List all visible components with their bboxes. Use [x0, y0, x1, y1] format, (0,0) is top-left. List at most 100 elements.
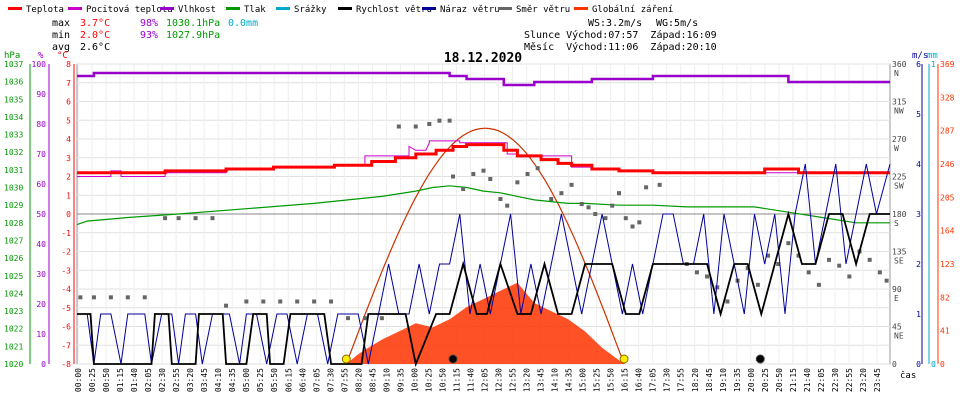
celsius-tick: 4 [66, 135, 71, 144]
wind-gust-line [77, 163, 891, 365]
time-tick: 13:45 [537, 368, 546, 392]
time-tick: 09:10 [382, 368, 391, 392]
celsius-tick: 0 [66, 210, 71, 219]
time-tick: 11:40 [466, 368, 475, 392]
wind-direction-point [745, 266, 750, 271]
hpa-tick: 1032 [4, 148, 23, 157]
hpa-tick: 1024 [4, 289, 23, 298]
wind-direction-point [244, 299, 249, 304]
time-tick: 20:50 [775, 368, 784, 392]
time-tick: 15:00 [579, 368, 588, 392]
stat-avg-label: avg [52, 42, 70, 53]
time-tick: 23:20 [859, 368, 868, 392]
radiation-tick: 123 [940, 260, 955, 269]
time-tick: 18:45 [705, 368, 714, 392]
radiation-tick: 41 [940, 327, 950, 336]
radiation-tick: 246 [940, 160, 955, 169]
wind-direction-point [694, 270, 699, 275]
wind-direction-point [427, 122, 432, 126]
time-tick: 19:10 [719, 368, 728, 392]
direction-tick-compass: SE [894, 257, 904, 266]
celsius-tick: -4 [61, 285, 71, 294]
stat-max-label: max [52, 18, 70, 29]
stat-min-press: 1027.9hPa [166, 30, 220, 41]
stats-block: max 3.7°C 98% 1030.1hPa 0.0mm min 2.0°C … [52, 18, 258, 53]
celsius-tick: 5 [66, 116, 71, 125]
temperature-line [77, 143, 890, 175]
celsius-tick: 1 [66, 191, 71, 200]
stat-min-label: min [52, 30, 70, 41]
wind-direction-point [586, 205, 591, 210]
legend-swatch [8, 7, 22, 10]
wind-direction-point [549, 197, 554, 201]
legend-label: Vlhkost [178, 5, 216, 15]
legend-swatch [276, 7, 290, 10]
time-tick: 17:30 [663, 368, 672, 392]
celsius-tick: -6 [61, 323, 71, 332]
legend-swatch [68, 7, 82, 10]
wind-direction-point [610, 203, 615, 208]
time-tick: 12:30 [495, 368, 504, 392]
legend-label: Teplota [26, 5, 64, 15]
radiation-tick: 82 [940, 293, 950, 302]
time-tick: 00:50 [102, 368, 111, 392]
legend-label: Náraz větru [440, 5, 500, 15]
legend-label: Směr větru [516, 5, 570, 15]
wind-direction-point [525, 172, 530, 176]
stat-max-hum: 98% [140, 18, 158, 29]
celsius-tick: -3 [61, 266, 71, 275]
wind-speed-line [77, 210, 890, 368]
wind-tick: 1 [916, 310, 921, 319]
radiation-theoretical-curve [345, 127, 625, 365]
percent-tick: 0 [41, 360, 46, 369]
sun-event-marker [619, 354, 629, 364]
wind-direction-point [481, 168, 486, 173]
radiation-tick: 205 [940, 193, 955, 202]
wind-unit-label: m/s [912, 51, 928, 61]
time-tick: 05:25 [256, 368, 265, 392]
time-tick: 07:05 [312, 368, 321, 392]
percent-tick: 70 [36, 150, 46, 159]
celsius-tick: 2 [66, 173, 71, 182]
wind-tick: 6 [916, 60, 921, 69]
direction-tick-compass: SW [894, 182, 904, 191]
celsius-unit-label: °C [57, 51, 68, 61]
radiation-tick: 328 [940, 93, 955, 102]
wind-direction-point [623, 216, 628, 221]
hpa-tick: 1033 [4, 131, 23, 140]
time-tick: 05:00 [242, 368, 251, 392]
time-tick: 12:55 [509, 368, 518, 392]
time-tick: 18:20 [691, 368, 700, 392]
time-tick: 10:50 [438, 368, 447, 392]
wind-tick: 0 [916, 360, 921, 369]
wind-direction-point [630, 224, 635, 229]
wind-direction-point [413, 124, 418, 129]
legend-label: Tlak [244, 5, 266, 15]
wind-direction-point [505, 203, 510, 208]
radiation-tick: 0 [940, 360, 945, 369]
wind-direction-point [224, 303, 229, 308]
rain-unit-label: mm [927, 51, 938, 61]
radiation-tick: 369 [940, 60, 955, 69]
direction-tick: 135 [892, 248, 907, 257]
hpa-tick: 1029 [4, 201, 23, 210]
time-tick: 03:45 [200, 368, 209, 392]
time-tick: 06:15 [284, 368, 293, 392]
wind-direction-point [766, 253, 771, 258]
radiation-area [346, 282, 625, 364]
moon-event-marker [755, 354, 765, 364]
info-wg: WG:5m/s [656, 18, 698, 29]
time-tick: 08:20 [354, 368, 363, 392]
wind-direction-point [603, 216, 608, 221]
time-tick: 13:20 [523, 368, 532, 392]
moon-event-marker [448, 354, 458, 364]
time-tick: 06:40 [298, 368, 307, 392]
time-tick: 21:40 [803, 368, 812, 392]
legend: Teplota Pocitová teplota Vlhkost Tlak Srážky… [8, 5, 673, 15]
wind-tick: 5 [916, 110, 921, 119]
celsius-tick: 8 [66, 60, 71, 69]
wind-direction-point [637, 220, 642, 225]
radiation-tick: 164 [940, 227, 955, 236]
time-tick: 20:25 [761, 368, 770, 392]
